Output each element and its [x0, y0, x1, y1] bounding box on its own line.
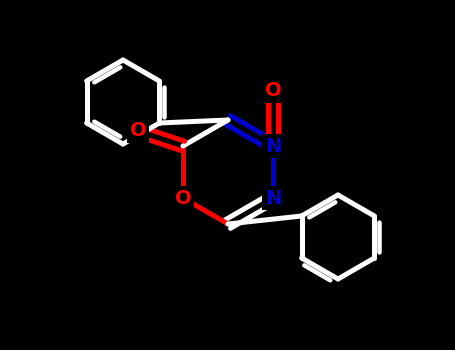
- Text: N: N: [265, 189, 281, 208]
- Text: O: O: [265, 82, 281, 100]
- Text: O: O: [130, 121, 146, 140]
- Text: O: O: [175, 189, 191, 208]
- Text: N: N: [265, 136, 281, 155]
